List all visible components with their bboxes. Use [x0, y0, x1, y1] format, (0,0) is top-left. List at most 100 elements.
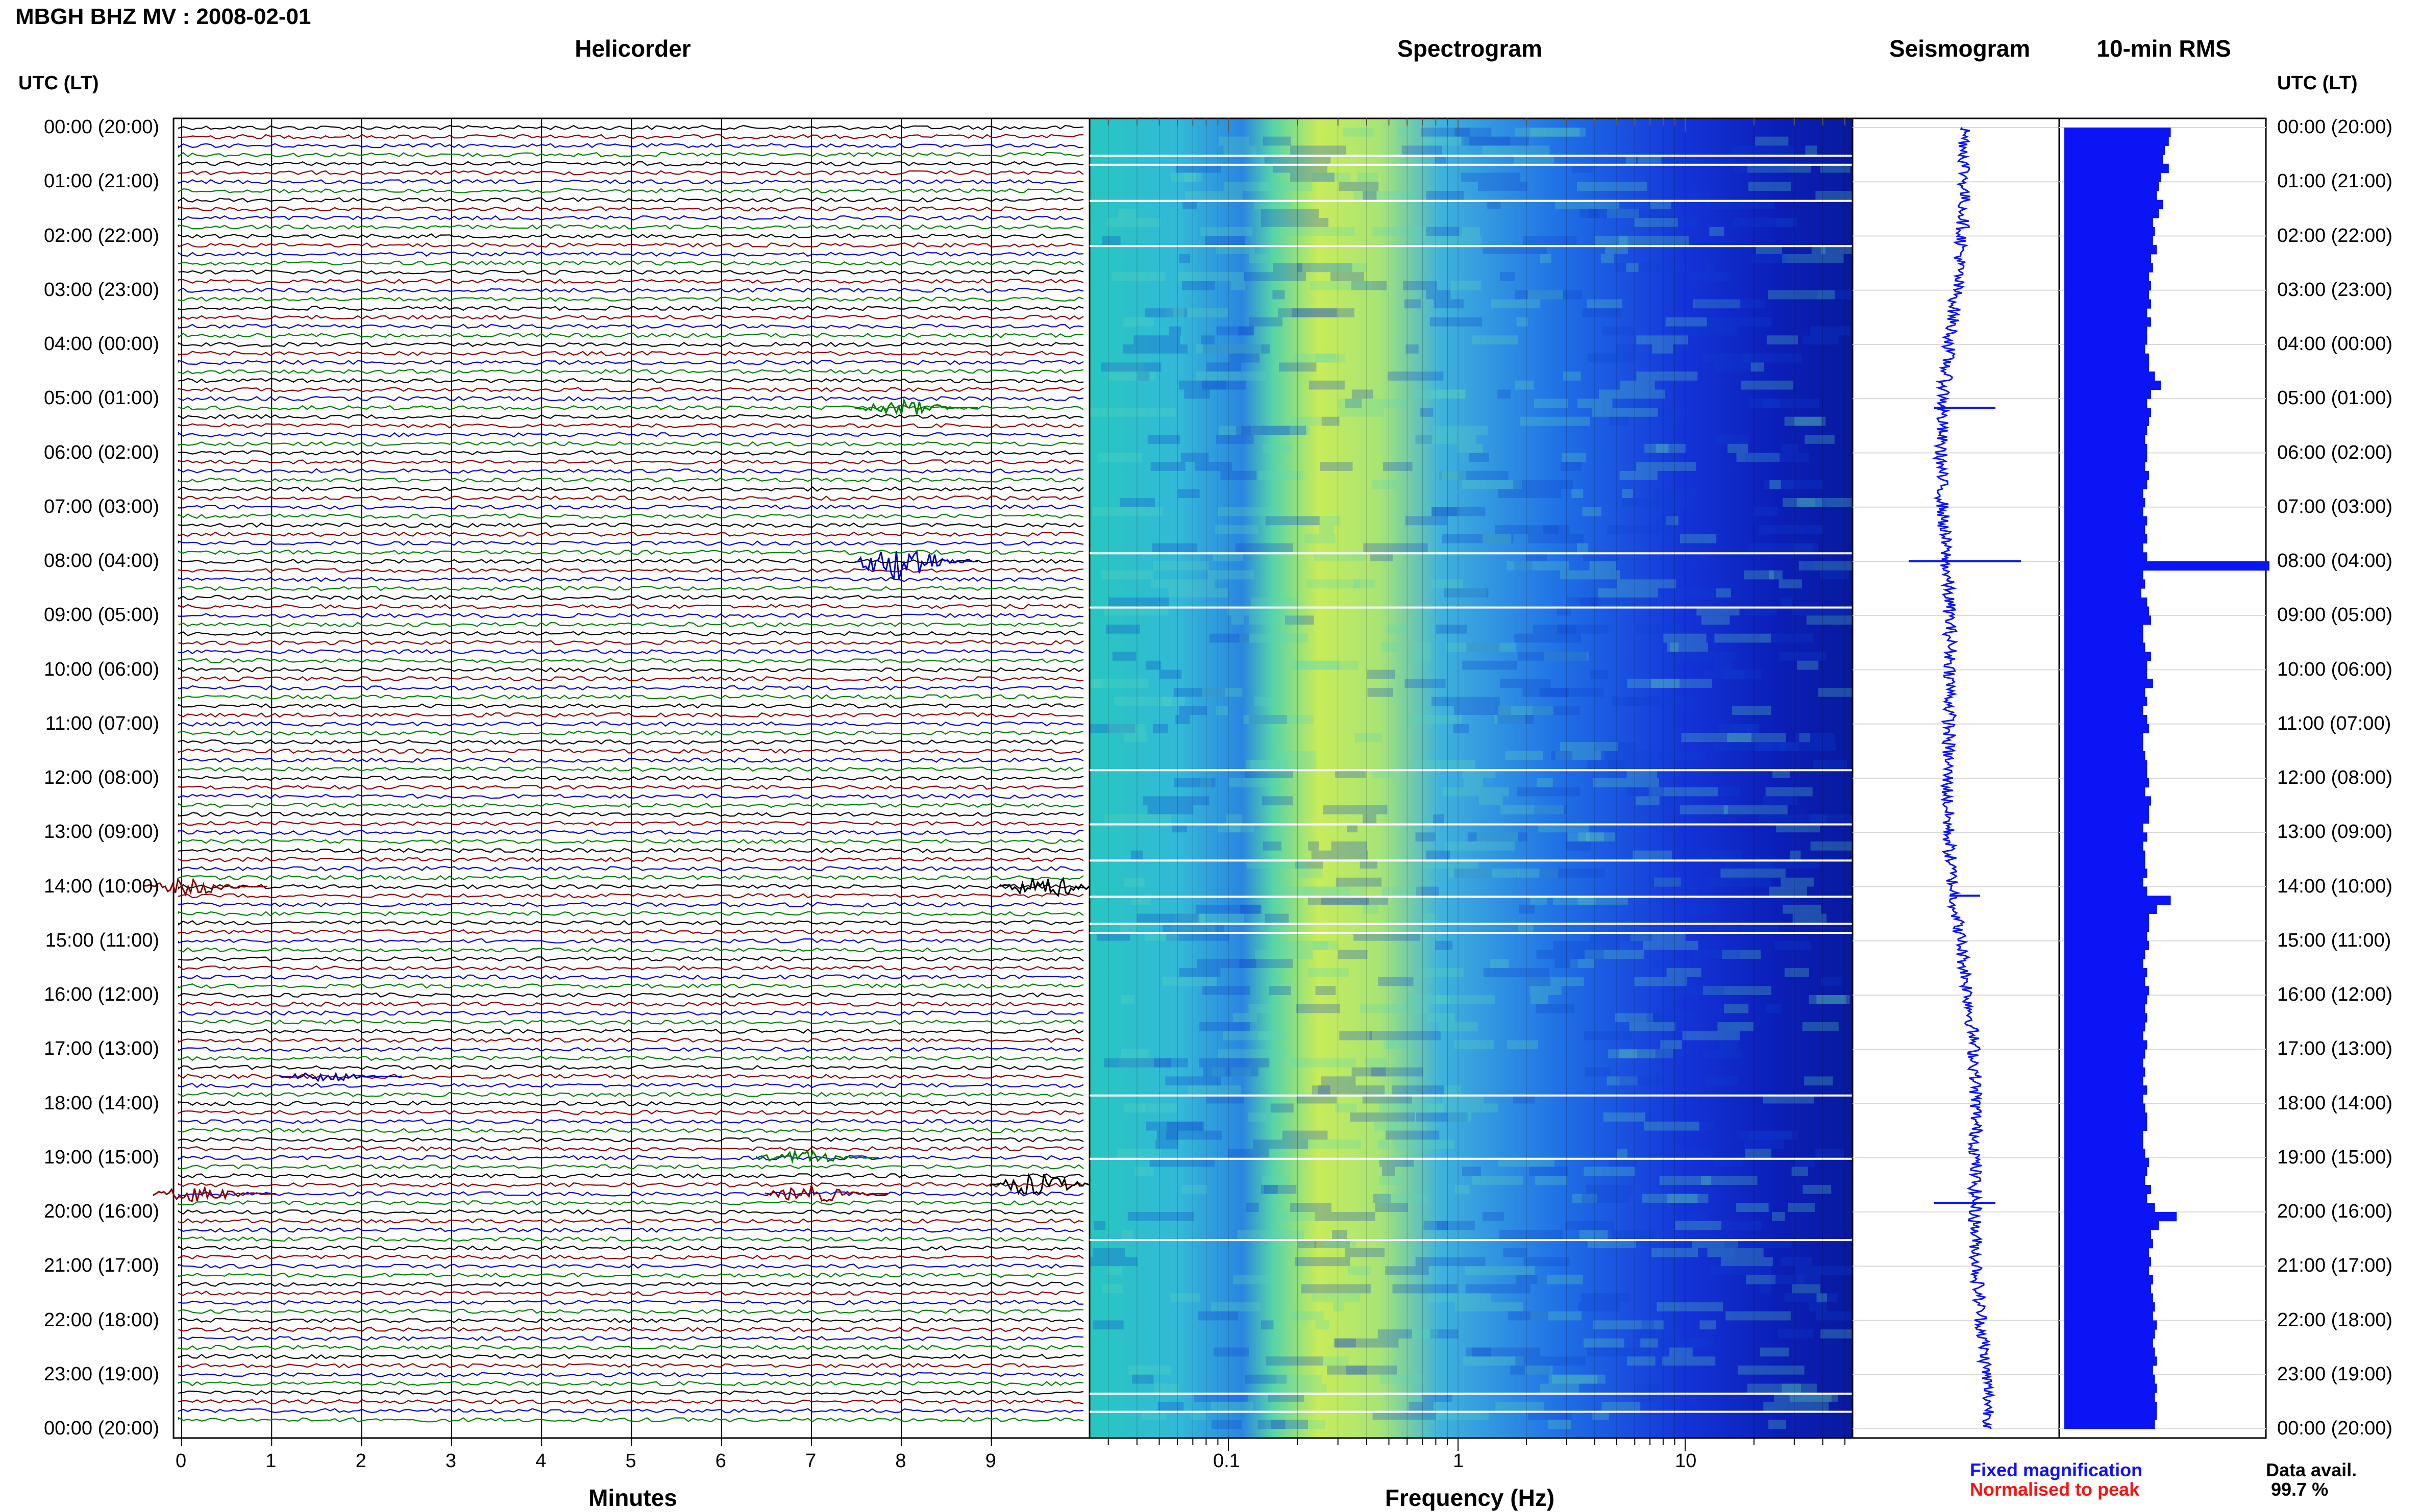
spectrogram-texture	[1744, 570, 1774, 580]
spectrogram-texture	[1793, 543, 1814, 553]
rms-bar	[2064, 687, 2145, 698]
rms-bar	[2064, 1149, 2145, 1158]
spectrogram-texture	[1636, 796, 1660, 806]
spectrogram-gap	[1090, 200, 1853, 202]
helicorder-trace	[178, 613, 1084, 618]
rms-bar	[2064, 308, 2148, 318]
spectrogram-texture	[1308, 896, 1369, 905]
spectrogram-texture	[1640, 1338, 1701, 1348]
spectrogram-texture	[1374, 1121, 1398, 1131]
spectrogram-texture	[1228, 823, 1241, 833]
spectrogram-texture	[1718, 724, 1759, 733]
helicorder-trace	[178, 513, 1084, 519]
spectrogram-texture	[1702, 986, 1771, 995]
time-label-left: 06:00 (02:00)	[43, 441, 159, 463]
spectrogram-texture	[1426, 191, 1464, 200]
spectrogram-texture	[1254, 697, 1275, 706]
spectrogram-texture	[1331, 841, 1367, 851]
spectrogram-texture	[1212, 1067, 1226, 1077]
time-label-right: 07:00 (03:00)	[2277, 495, 2393, 517]
rms-bar	[2064, 399, 2148, 408]
spectrogram-texture	[1447, 1112, 1471, 1122]
time-label-right: 00:00 (20:00)	[2277, 116, 2393, 138]
spectrogram-texture	[1543, 652, 1589, 661]
time-label-left: 18:00 (14:00)	[43, 1092, 159, 1114]
time-label-left: 11:00 (07:00)	[45, 712, 159, 734]
rms-bar	[2064, 769, 2148, 779]
spectrogram-texture	[1297, 263, 1352, 272]
spectrogram-texture	[1206, 1094, 1244, 1104]
helicorder-trace	[178, 730, 1084, 736]
helicorder-trace	[178, 838, 1084, 845]
spectrogram-texture	[1134, 1167, 1154, 1176]
helicorder-trace	[178, 468, 1084, 474]
spectrogram-texture	[1363, 191, 1377, 200]
rms-bar	[2064, 272, 2150, 282]
helicorder-trace	[178, 1137, 1084, 1143]
spectrogram-texture	[1733, 670, 1745, 679]
spectrogram-texture	[1278, 308, 1337, 317]
rms-bar	[2064, 579, 2145, 589]
rms-bar	[2064, 642, 2145, 652]
spectrogram-texture	[1425, 227, 1460, 236]
helicorder-trace	[178, 1272, 1084, 1278]
spectrogram-texture	[1809, 1302, 1826, 1311]
spectrogram-texture	[1528, 977, 1550, 986]
spectrogram-texture	[1497, 715, 1534, 724]
rms-bar	[2064, 245, 2157, 255]
rms-bar	[2064, 498, 2145, 508]
rms-bar	[2064, 778, 2150, 788]
helicorder-trace	[178, 441, 1084, 447]
spectrogram-texture	[1179, 254, 1191, 263]
spectrogram-texture	[1385, 1266, 1429, 1275]
rms-bar	[2064, 814, 2150, 824]
spectrogram-texture	[1343, 128, 1374, 137]
spectrogram-texture	[1461, 136, 1529, 146]
helicorder-trace	[178, 188, 1084, 194]
spectrogram-texture	[1789, 1393, 1838, 1402]
spectrogram-gap	[1090, 163, 1853, 166]
helicorder-trace	[178, 1218, 1084, 1224]
spectrogram-texture	[1560, 570, 1620, 580]
helicorder-trace	[178, 351, 1084, 357]
spectrogram-texture	[1431, 507, 1486, 516]
rms-bar	[2064, 588, 2141, 598]
spectrogram-texture	[1291, 660, 1340, 670]
spectrogram-texture	[1577, 896, 1628, 905]
helicorder-trace	[178, 540, 1084, 546]
spectrogram-texture	[1423, 1221, 1448, 1230]
spectrogram-texture	[1609, 1157, 1638, 1167]
spectrogram-texture	[1581, 1293, 1631, 1303]
helicorder-trace	[178, 992, 1084, 998]
spectrogram-texture	[1802, 1022, 1839, 1031]
helicorder-trace	[178, 495, 1084, 501]
spectrogram-texture	[1774, 940, 1811, 950]
spectrogram-texture	[1755, 136, 1789, 146]
rms-bar	[2064, 1393, 2155, 1402]
spectrogram-texture	[1275, 751, 1316, 760]
spectrogram-texture	[1338, 950, 1368, 959]
spectrogram-gap	[1090, 896, 1853, 898]
spectrogram-texture	[1441, 470, 1459, 480]
spectrogram-texture	[1241, 426, 1306, 435]
spectrogram-texture	[1640, 1338, 1658, 1348]
spectrogram-texture	[1713, 362, 1758, 372]
rms-bar	[2064, 1401, 2157, 1411]
spectrogram-texture	[1797, 1275, 1820, 1284]
spectrogram-texture	[1310, 263, 1367, 272]
time-axis-label-right: UTC (LT)	[2277, 72, 2358, 94]
spectrogram-texture	[1463, 1356, 1524, 1366]
spectrogram-texture	[1795, 1266, 1863, 1275]
helicorder-trace	[178, 964, 1084, 971]
spectrogram-texture	[1653, 489, 1696, 498]
spectrogram-texture	[1587, 353, 1636, 363]
spectrogram-texture	[1515, 128, 1586, 137]
helicorder-tick-label: 2	[355, 1450, 366, 1472]
spectrogram-texture	[1594, 742, 1637, 751]
spectrogram-texture	[1607, 1076, 1638, 1086]
rms-bar	[2064, 200, 2163, 209]
helicorder-trace	[178, 170, 1084, 176]
rms-bar	[2064, 751, 2145, 761]
spectrogram-texture	[1769, 480, 1781, 489]
spectrogram-gap	[1090, 1094, 1853, 1097]
